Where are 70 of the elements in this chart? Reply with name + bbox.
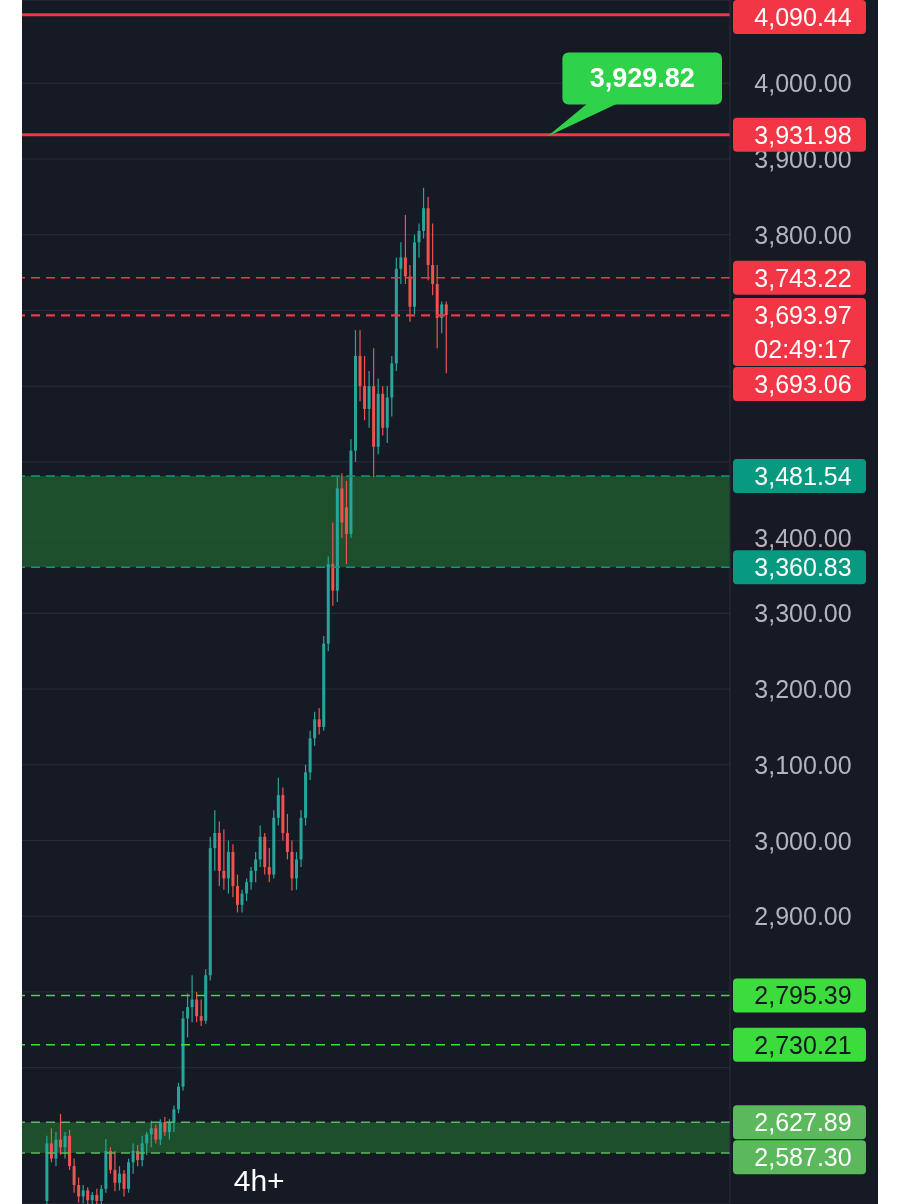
ref-line-label: 3,481.54 [754, 461, 852, 490]
ref-line-label: 3,693.06 [754, 370, 852, 399]
y-tick-label: 3,800.00 [754, 220, 852, 249]
candlestick [186, 992, 190, 1039]
candlestick [72, 1157, 76, 1194]
candlestick [422, 187, 426, 240]
candlestick [172, 1104, 176, 1133]
candlestick [222, 828, 226, 891]
candlestick [294, 851, 298, 891]
candlestick [149, 1120, 153, 1148]
y-tick-label: 3,400.00 [754, 523, 852, 552]
y-tick-label: 4,000.00 [754, 69, 852, 98]
ref-line-label: 2,730.21 [754, 1030, 852, 1059]
y-tick-label: 2,900.00 [754, 902, 852, 931]
candlestick [403, 214, 407, 285]
candlestick [258, 824, 262, 868]
candlestick [131, 1142, 135, 1175]
candlestick [444, 300, 448, 374]
annotation: 3,929.82 [589, 63, 695, 94]
candlestick [49, 1127, 53, 1163]
ref-line-label: 2,795.39 [754, 981, 852, 1010]
candlestick [363, 355, 367, 421]
candlestick [254, 851, 258, 883]
candlestick [245, 877, 249, 902]
candlestick [122, 1169, 126, 1198]
candlestick [190, 974, 194, 1023]
ref-line-label: 2,587.30 [754, 1143, 852, 1172]
candlestick [213, 809, 217, 872]
ref-line-label: 3,931.98 [754, 120, 852, 149]
ref-line-label: 2,627.89 [754, 1108, 852, 1137]
candlestick [140, 1135, 144, 1167]
candlestick [58, 1113, 62, 1156]
candlestick [412, 234, 416, 315]
candlestick [145, 1131, 149, 1156]
candlestick [63, 1131, 67, 1160]
y-tick-label: 3,300.00 [754, 599, 852, 628]
candlestick [99, 1184, 103, 1204]
candlestick [240, 889, 244, 914]
y-tick-label: 3,100.00 [754, 750, 852, 779]
candlestick [167, 1118, 171, 1141]
candlestick [313, 711, 317, 747]
ref-line-label: 4,090.44 [754, 3, 852, 31]
candlestick [417, 222, 421, 259]
candlestick [54, 1131, 58, 1167]
ref-line-label: 3,693.97 02:49:17 [754, 301, 852, 364]
candlestick [431, 222, 435, 296]
y-tick-label: 3,200.00 [754, 675, 852, 704]
ref-line-label: 3,360.83 [754, 553, 852, 582]
y-tick-label: 3,000.00 [754, 826, 852, 855]
candlestick [235, 874, 239, 914]
candlestick [176, 1082, 180, 1114]
candlestick [77, 1176, 81, 1204]
candlestick [399, 241, 403, 285]
annotation: 4h+ [233, 1163, 285, 1197]
candlestick [267, 847, 271, 883]
candlestick [117, 1165, 121, 1191]
candlestick [276, 777, 280, 826]
candlestick [249, 866, 253, 891]
candlestick [199, 998, 203, 1027]
candlestick [353, 329, 357, 463]
candlestick [317, 707, 321, 736]
candlestick [81, 1184, 85, 1204]
candlestick [163, 1116, 167, 1137]
candlestick [285, 813, 289, 861]
candlestick [158, 1118, 162, 1146]
candlestick [195, 991, 199, 1023]
candlestick [367, 370, 371, 429]
ref-line-label: 3,743.22 [754, 263, 852, 292]
candlestick [154, 1123, 158, 1145]
candlestick [113, 1150, 117, 1192]
